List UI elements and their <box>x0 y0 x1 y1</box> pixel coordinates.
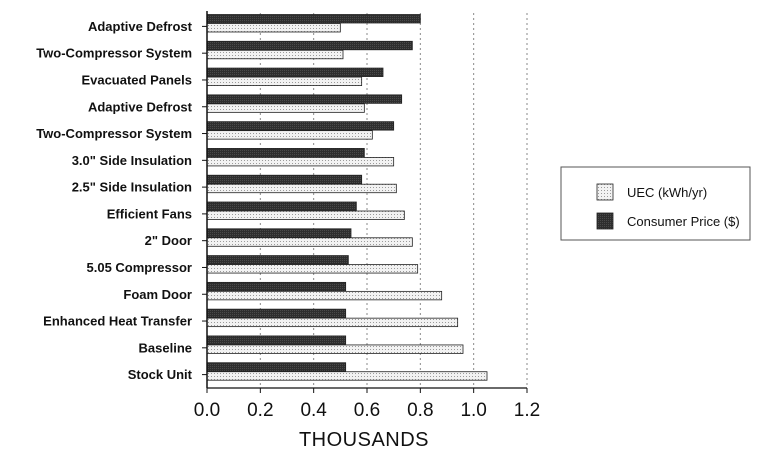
bar-consumer-price <box>206 281 347 292</box>
x-tick-label: 0.6 <box>354 400 380 421</box>
x-tick-label: 1.2 <box>514 400 540 421</box>
bar-consumer-price <box>206 308 347 319</box>
bar-uec <box>206 76 363 86</box>
category-label: Enhanced Heat Transfer <box>43 314 192 329</box>
category-label: Two-Compressor System <box>36 46 192 61</box>
bar-consumer-price <box>206 255 349 265</box>
x-axis-title: THOUSANDS <box>299 429 429 451</box>
legend-box <box>560 166 751 241</box>
legend-label: Consumer Price ($) <box>627 214 740 229</box>
category-label: Two-Compressor System <box>36 126 192 141</box>
bar-uec <box>206 344 464 354</box>
bar-uec <box>206 130 373 140</box>
bar-consumer-price <box>206 40 413 51</box>
x-tick-label: 0.0 <box>194 400 220 421</box>
bar-consumer-price <box>206 228 352 238</box>
bar-consumer-price <box>206 94 403 104</box>
bar-consumer-price <box>206 67 384 77</box>
legend-swatch <box>596 212 614 230</box>
x-tick-label: 0.2 <box>247 400 273 421</box>
category-label: Adaptive Defrost <box>88 99 193 114</box>
bar-uec <box>206 49 344 60</box>
bar-consumer-price <box>206 14 421 24</box>
bar-consumer-price <box>206 201 357 211</box>
bar-uec <box>206 103 365 113</box>
category-label: Foam Door <box>123 287 192 302</box>
bars <box>206 14 488 381</box>
bar-consumer-price <box>206 148 365 158</box>
bar-consumer-price <box>206 174 363 185</box>
bar-uec <box>206 264 419 274</box>
legend-swatch <box>596 183 614 201</box>
category-labels: Adaptive Defrost Two-Compressor System Eva… <box>36 19 192 382</box>
tick-labels: 0.0 0.2 0.4 0.6 0.8 1.0 1.2 <box>194 400 540 421</box>
bar-uec <box>206 183 397 194</box>
bar-consumer-price <box>206 362 347 372</box>
category-label: 5.05 Compressor <box>87 260 193 275</box>
category-label: Evacuated Panels <box>81 72 192 87</box>
axes <box>202 11 528 393</box>
bar-consumer-price <box>206 121 395 131</box>
bar-uec <box>206 157 395 167</box>
category-label: Stock Unit <box>128 367 193 382</box>
category-label: Baseline <box>139 340 192 355</box>
x-tick-label: 1.0 <box>460 400 486 421</box>
legend-label: UEC (kWh/yr) <box>627 185 707 200</box>
category-label: Efficient Fans <box>107 206 192 221</box>
bar-consumer-price <box>206 335 347 345</box>
bar-uec <box>206 210 405 220</box>
x-tick-label: 0.4 <box>300 400 327 421</box>
category-label: 2.5" Side Insulation <box>72 180 192 195</box>
bar-uec <box>206 23 341 33</box>
category-label: 2" Door <box>145 233 192 248</box>
bar-uec <box>206 371 488 381</box>
x-tick-label: 0.8 <box>407 400 433 421</box>
legend: UEC (kWh/yr) Consumer Price ($) <box>560 166 751 241</box>
bar-uec <box>206 290 443 301</box>
bar-uec <box>206 317 459 328</box>
category-label: 3.0" Side Insulation <box>72 153 192 168</box>
category-label: Adaptive Defrost <box>88 19 193 34</box>
bar-uec <box>206 237 413 247</box>
